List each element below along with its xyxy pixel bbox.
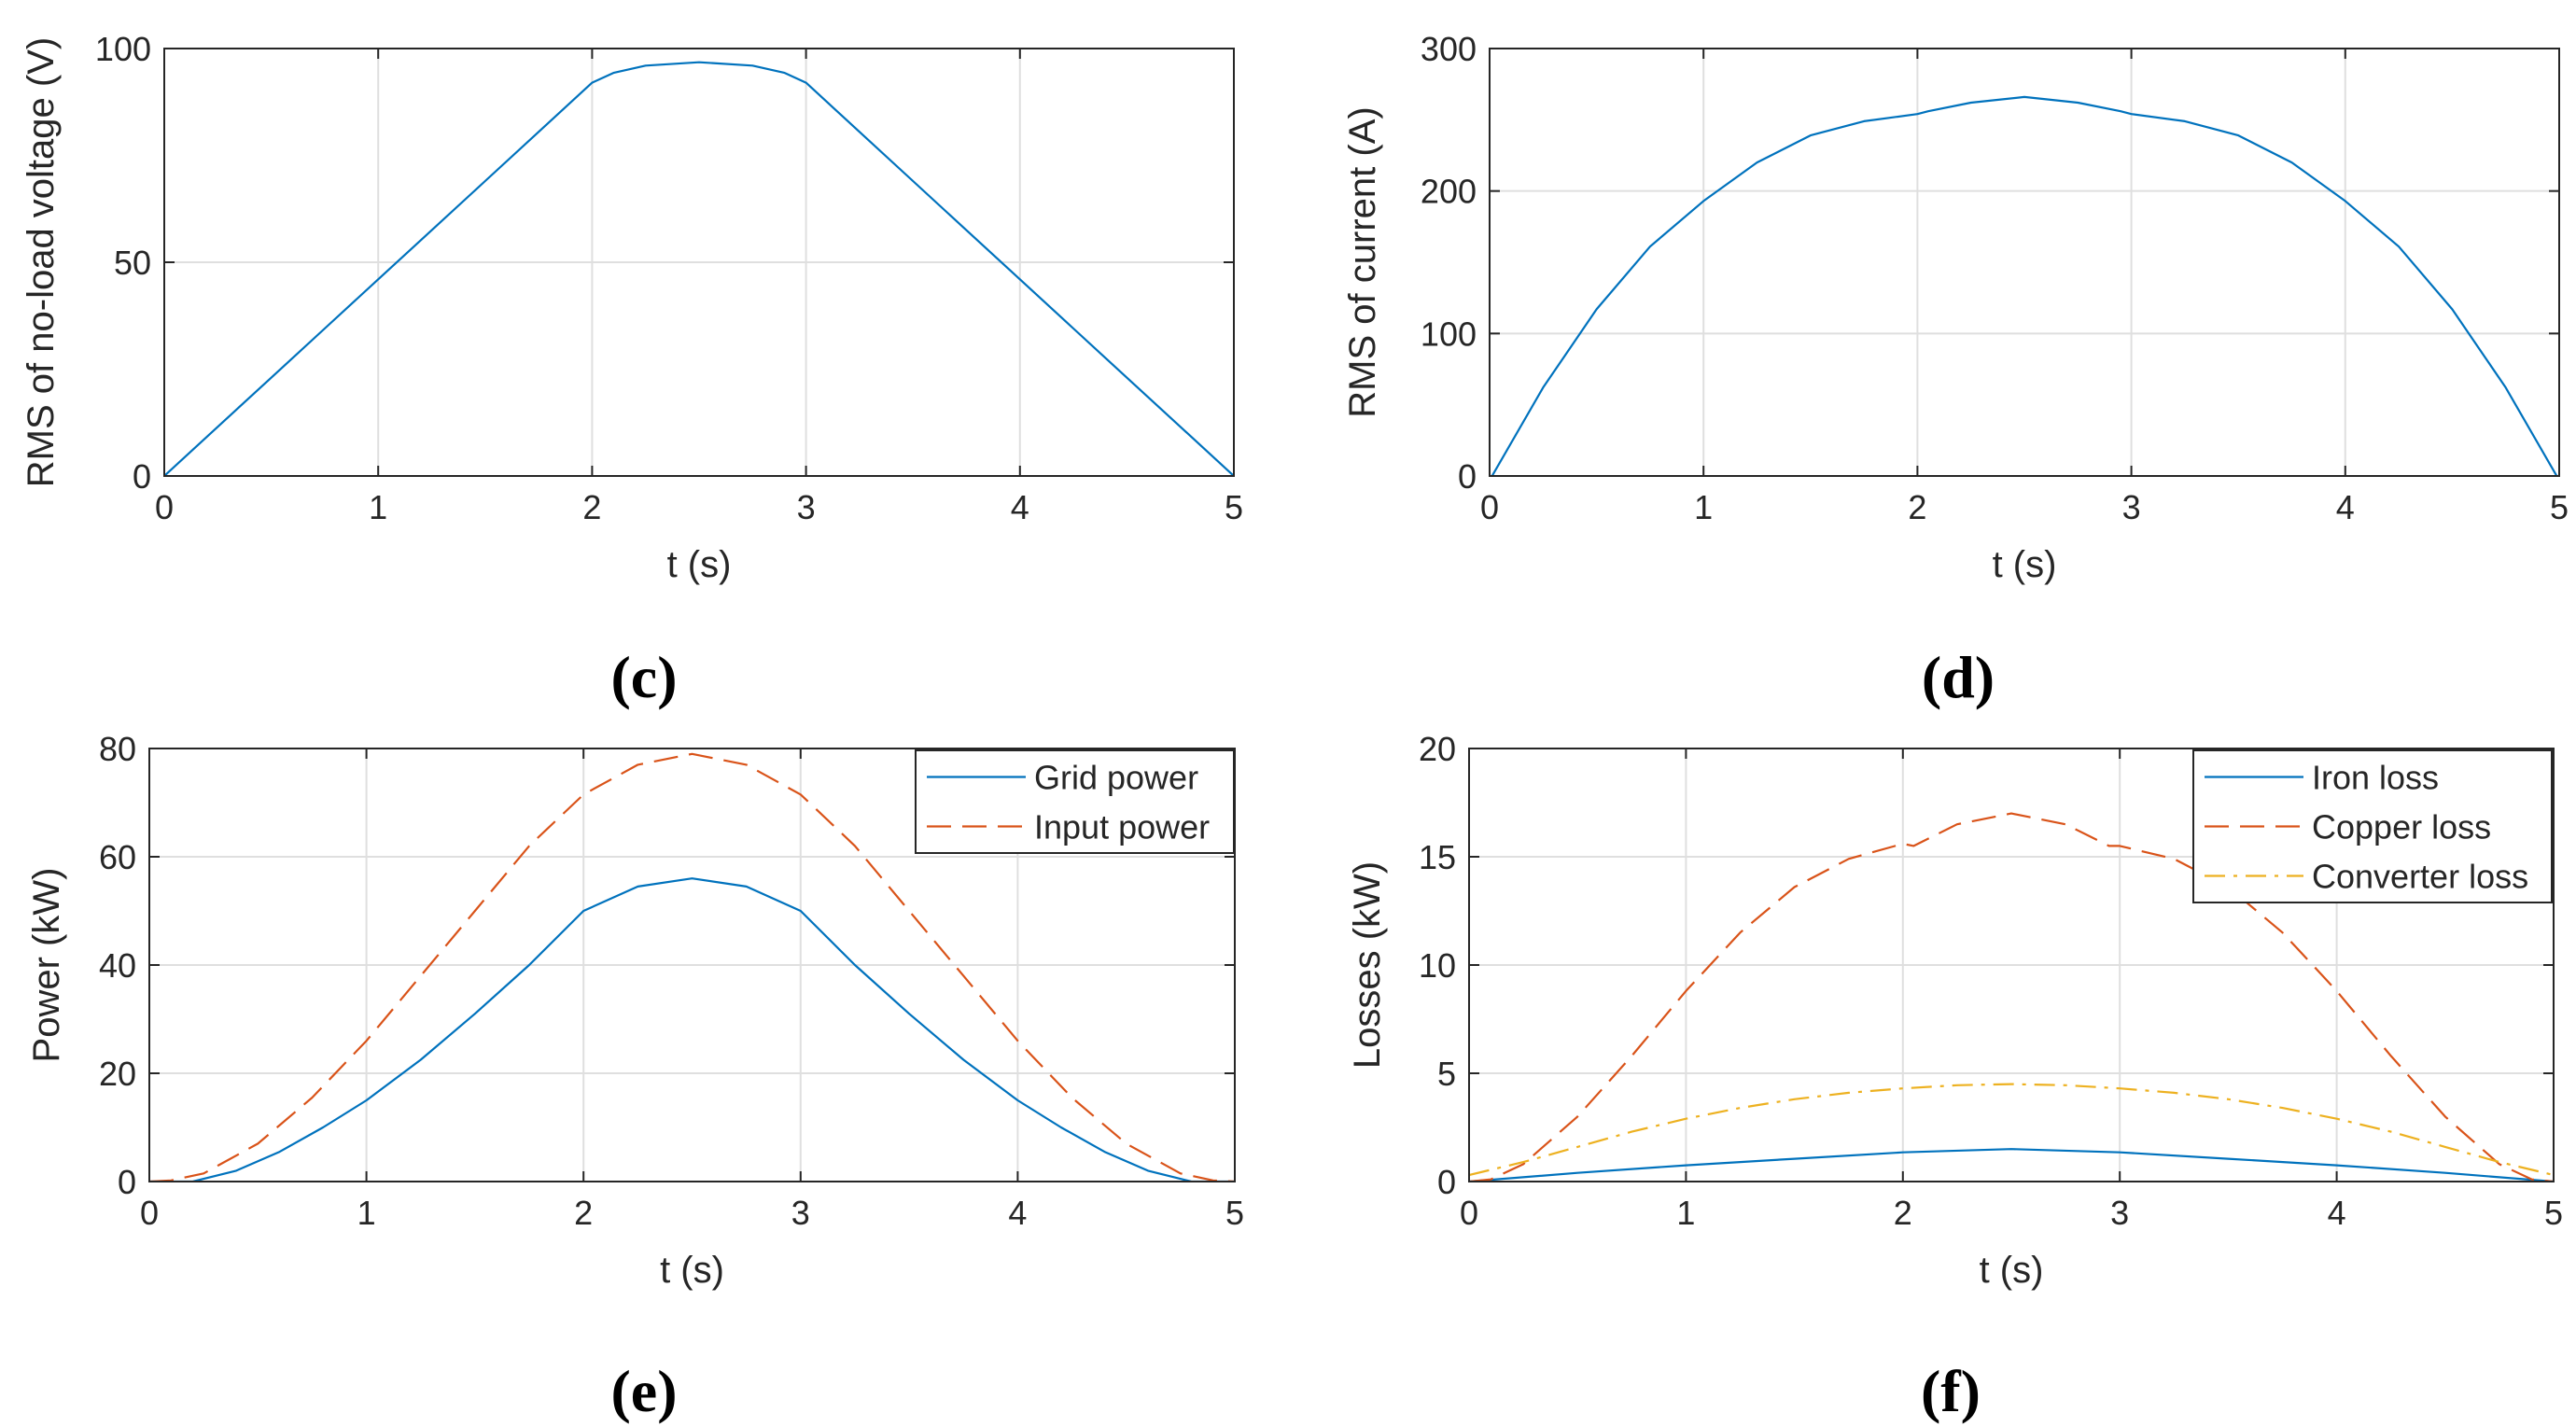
y-tick-label: 10 — [1419, 946, 1456, 985]
x-axis-label: t (s) — [1980, 1250, 2044, 1291]
legend-label: Copper loss — [2312, 808, 2491, 846]
panel-caption: (d) — [1922, 644, 1995, 710]
legend-label: Iron loss — [2312, 759, 2439, 797]
y-tick-label: 100 — [95, 30, 151, 68]
y-tick-label: 60 — [99, 838, 136, 876]
x-tick-label: 4 — [2336, 488, 2355, 526]
legend-label: Input power — [1034, 808, 1210, 846]
x-tick-label: 0 — [140, 1194, 159, 1232]
legend: Grid power Input power — [915, 749, 1235, 854]
x-axis-label: t (s) — [667, 544, 732, 585]
y-axis-label: RMS of current (A) — [1342, 106, 1383, 417]
series-line-input-power — [149, 752, 1235, 1182]
chart-d: 0 1 2 3 4 5 0 100 200 300 t (s) RMS of current (A) (… — [1342, 30, 2569, 710]
series-line-iron-loss — [1469, 1148, 2554, 1182]
y-tick-label: 20 — [99, 1055, 136, 1093]
x-tick-label: 1 — [1676, 1194, 1695, 1232]
x-tick-label: 3 — [2122, 488, 2141, 526]
legend-label: Grid power — [1034, 759, 1198, 797]
x-tick-label: 5 — [2550, 488, 2569, 526]
x-axis-label: t (s) — [1993, 544, 2057, 585]
series-line-copper-loss — [1469, 812, 2554, 1182]
x-axis-label: t (s) — [660, 1250, 724, 1291]
x-tick-label: 4 — [2328, 1194, 2346, 1232]
x-tick-label: 2 — [582, 488, 601, 526]
axes-box — [1468, 748, 2555, 1182]
y-tick-label: 300 — [1421, 30, 1477, 68]
plot-area — [1490, 49, 2559, 476]
panel-caption: (f) — [1921, 1358, 1981, 1424]
legend-box — [915, 749, 1235, 854]
x-tick-label: 3 — [797, 488, 816, 526]
y-axis-label: RMS of no-load voltage (V) — [21, 37, 62, 487]
x-tick-label: 3 — [791, 1194, 810, 1232]
y-tick-label: 20 — [1419, 730, 1456, 768]
x-tick-label: 2 — [574, 1194, 593, 1232]
series-line-1 — [1491, 95, 2558, 476]
y-tick-label: 15 — [1419, 838, 1456, 876]
legend-label: Converter loss — [2312, 858, 2528, 896]
x-tick-label: 0 — [1480, 488, 1499, 526]
panel-caption: (e) — [610, 1358, 677, 1424]
x-tick-label: 5 — [2544, 1194, 2563, 1232]
axes-box — [163, 48, 1235, 477]
y-tick-label: 200 — [1421, 173, 1477, 211]
x-tick-label: 1 — [357, 1194, 376, 1232]
x-tick-label: 1 — [1694, 488, 1713, 526]
x-tick-label: 5 — [1225, 1194, 1244, 1232]
x-tick-label: 1 — [369, 488, 387, 526]
y-tick-label: 100 — [1421, 315, 1477, 353]
series-line-converter-loss — [1469, 1083, 2554, 1177]
y-tick-label: 5 — [1437, 1055, 1456, 1093]
y-tick-label: 40 — [99, 946, 136, 985]
x-tick-label: 2 — [1908, 488, 1926, 526]
y-tick-label: 0 — [1437, 1163, 1456, 1201]
x-tick-label: 3 — [2110, 1194, 2129, 1232]
axes-box — [148, 748, 1236, 1182]
y-axis-label: Power (kW) — [26, 868, 67, 1063]
y-tick-label: 0 — [1458, 457, 1477, 496]
y-tick-label: 0 — [133, 457, 151, 496]
x-tick-label: 5 — [1225, 488, 1243, 526]
y-tick-label: 0 — [118, 1163, 136, 1201]
x-tick-label: 2 — [1894, 1194, 1912, 1232]
series-line-grid-power — [149, 877, 1235, 1182]
panel-caption: (c) — [610, 644, 677, 710]
axes-box — [1489, 48, 2560, 477]
legend: Iron loss Copper loss Converter loss — [2192, 749, 2553, 903]
x-tick-label: 0 — [1460, 1194, 1478, 1232]
chart-e: 0 1 2 3 4 5 0 20 40 60 80 t (s) Power (kW) (e) Grid po… — [26, 730, 1244, 1424]
series-line-1 — [164, 61, 1234, 476]
x-tick-label: 4 — [1011, 488, 1029, 526]
y-tick-label: 50 — [114, 244, 151, 282]
y-tick-label: 80 — [99, 730, 136, 768]
x-tick-label: 0 — [155, 488, 174, 526]
chart-f: 0 1 2 3 4 5 0 5 10 15 20 t (s) Losses (kW) (f) Iron lo… — [1347, 730, 2563, 1424]
x-tick-label: 4 — [1008, 1194, 1027, 1232]
y-axis-label: Losses (kW) — [1347, 861, 1388, 1069]
